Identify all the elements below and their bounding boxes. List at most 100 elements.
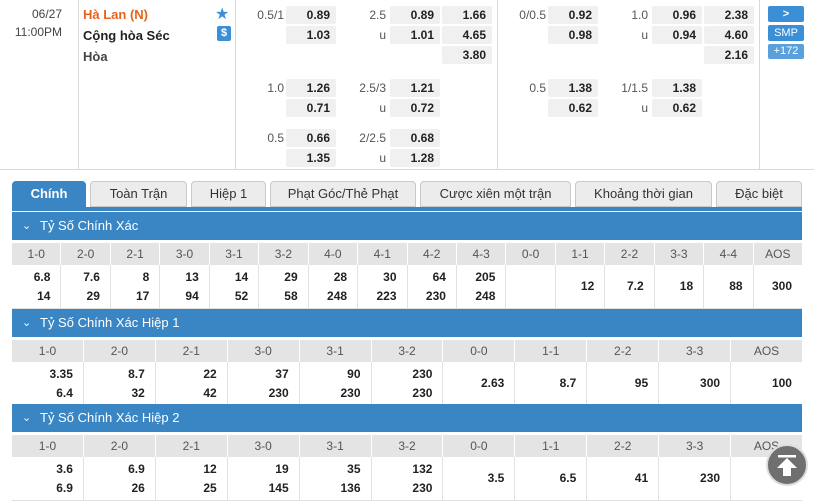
score-odds-cell[interactable]: 18 — [655, 265, 705, 308]
score-odds-cell[interactable]: 3.35 6.4 — [12, 362, 84, 405]
score-odds-cell[interactable]: 64 230 — [408, 265, 457, 308]
tab-corners-cards[interactable]: Phạt Góc/Thẻ Phạt — [270, 181, 416, 207]
odds-value[interactable]: 0.96 — [652, 6, 702, 24]
score-odds-cell[interactable]: 300 — [754, 265, 802, 308]
odds-away: 17 — [135, 289, 150, 303]
score-odds-cell[interactable]: 8.7 — [515, 362, 588, 405]
score-label: 3-2 — [259, 243, 309, 265]
score-odds-cell[interactable]: 230 — [659, 457, 732, 500]
tab-half1[interactable]: Hiệp 1 — [191, 181, 266, 207]
expand-arrow-button[interactable]: > — [768, 6, 804, 22]
odds-value[interactable]: 0.68 — [390, 129, 440, 147]
odds-value[interactable]: 1.38 — [652, 79, 702, 97]
odds-value[interactable]: 0.62 — [548, 99, 598, 117]
score-odds-cell[interactable]: 7.2 — [605, 265, 655, 308]
odds-value[interactable]: 4.60 — [704, 26, 754, 44]
odds-home: 35 — [347, 462, 361, 476]
odds-value[interactable]: 0.62 — [652, 99, 702, 117]
odds-single: 3.5 — [487, 471, 505, 485]
odds-away: 230 — [268, 386, 289, 400]
odds-single: 41 — [634, 471, 649, 485]
score-odds-cell[interactable]: 29 58 — [259, 265, 309, 308]
score-odds-cell[interactable]: 6.8 14 — [12, 265, 62, 308]
handicap-line: 0.5 — [529, 81, 546, 95]
odds-value[interactable]: 1.28 — [390, 149, 440, 167]
odds-home: 8 — [142, 270, 150, 284]
score-odds-cell[interactable]: 90 230 — [300, 362, 372, 405]
dollar-icon[interactable]: $ — [217, 26, 231, 41]
away-team[interactable]: Cộng hòa Séc — [83, 28, 170, 43]
score-odds-cell[interactable]: 19 145 — [228, 457, 300, 500]
odds-value[interactable]: 0.92 — [548, 6, 598, 24]
odds-value[interactable]: 0.89 — [390, 6, 440, 24]
score-odds-cell[interactable]: 88 — [704, 265, 754, 308]
market-tabs: Chính Toàn Trận Hiệp 1 Phạt Góc/Thẻ Phạt… — [12, 181, 802, 207]
scroll-to-top-button[interactable] — [766, 444, 808, 486]
score-odds-cell[interactable]: 100 — [731, 362, 802, 405]
match-time: 11:00PM — [14, 25, 62, 39]
score-odds-cell[interactable]: 230 230 — [372, 362, 444, 405]
score-odds-cell[interactable]: 300 — [659, 362, 732, 405]
score-odds-cell[interactable]: 12 — [556, 265, 606, 308]
odds-single: 7.2 — [627, 279, 644, 293]
score-odds-cell[interactable]: 95 — [587, 362, 660, 405]
score-label: 2-1 — [156, 435, 228, 457]
score-odds-cell[interactable]: 35 136 — [300, 457, 372, 500]
odds-value[interactable]: 1.21 — [390, 79, 440, 97]
score-odds-cell[interactable]: 6.5 — [515, 457, 588, 500]
odds-single: 2.63 — [480, 376, 505, 390]
match-time-cell: 06/27 11:00PM — [0, 0, 79, 170]
odds-value[interactable]: 1.35 — [286, 149, 336, 167]
score-odds-cell[interactable]: 28 248 — [309, 265, 359, 308]
score-odds-cell[interactable]: 3.6 6.9 — [12, 457, 84, 500]
tab-parlay[interactable]: Cược xiên một trận — [420, 181, 571, 207]
score-odds-cell[interactable]: 30 223 — [358, 265, 408, 308]
odds-value[interactable]: 2.38 — [704, 6, 754, 24]
odds-value[interactable]: 1.01 — [390, 26, 440, 44]
odds-value[interactable]: 2.16 — [704, 46, 754, 64]
odds-away: 32 — [131, 386, 145, 400]
section-header[interactable]: ⌄ Tỷ Số Chính Xác Hiệp 1 — [12, 309, 802, 337]
odds-value[interactable]: 0.72 — [390, 99, 440, 117]
odds-value[interactable]: 1.38 — [548, 79, 598, 97]
score-odds-cell[interactable]: 132 230 — [372, 457, 444, 500]
score-odds-cell[interactable]: 3.5 — [443, 457, 516, 500]
score-odds-cell[interactable]: 205 248 — [457, 265, 507, 308]
odds-value[interactable]: 3.80 — [442, 46, 492, 64]
score-odds-cell[interactable]: 14 52 — [210, 265, 260, 308]
section-header[interactable]: ⌄ Tỷ Số Chính Xác — [12, 212, 802, 240]
star-icon[interactable]: ★ — [215, 6, 230, 23]
tab-fulltime[interactable]: Toàn Trận — [90, 181, 187, 207]
score-odds-cell[interactable]: 22 42 — [156, 362, 228, 405]
score-odds-cell[interactable]: 8 17 — [111, 265, 161, 308]
more-count-button[interactable]: +172 — [768, 44, 804, 59]
score-odds-cell[interactable]: 41 — [587, 457, 660, 500]
score-odds-cell[interactable]: 7.6 29 — [61, 265, 111, 308]
tab-special[interactable]: Đặc biệt — [716, 181, 802, 207]
score-odds-cell[interactable]: 13 94 — [160, 265, 210, 308]
odds-value[interactable]: 0.71 — [286, 99, 336, 117]
match-date: 06/27 — [31, 7, 62, 21]
score-odds-cell[interactable]: 2.63 — [443, 362, 516, 405]
odds-value[interactable]: 0.98 — [548, 26, 598, 44]
odds-away: 136 — [340, 481, 361, 495]
score-odds-cell[interactable] — [506, 265, 556, 308]
score-odds-cell[interactable]: 37 230 — [228, 362, 300, 405]
odds-value[interactable]: 1.03 — [286, 26, 336, 44]
odds-value[interactable]: 0.66 — [286, 129, 336, 147]
tab-time-interval[interactable]: Khoảng thời gian — [575, 181, 712, 207]
odds-value[interactable]: 1.66 — [442, 6, 492, 24]
score-odds-cell[interactable]: 12 25 — [156, 457, 228, 500]
odds-value[interactable]: 4.65 — [442, 26, 492, 44]
tab-main[interactable]: Chính — [12, 181, 86, 207]
odds-value[interactable]: 1.26 — [286, 79, 336, 97]
section-header[interactable]: ⌄ Tỷ Số Chính Xác Hiệp 2 — [12, 404, 802, 432]
score-odds-cell[interactable]: 6.9 26 — [84, 457, 156, 500]
odds-value[interactable]: 0.89 — [286, 6, 336, 24]
score-label: 2-1 — [156, 340, 228, 362]
smp-button[interactable]: SMP — [768, 25, 804, 41]
odds-value[interactable]: 0.94 — [652, 26, 702, 44]
score-odds-cell[interactable]: 8.7 32 — [84, 362, 156, 405]
odds-single: 230 — [700, 471, 721, 485]
home-team[interactable]: Hà Lan (N) — [83, 7, 148, 22]
